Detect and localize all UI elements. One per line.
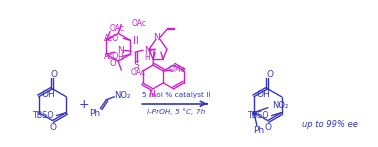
Text: II: II <box>133 36 139 46</box>
Text: O: O <box>264 123 271 132</box>
Text: NO₂: NO₂ <box>272 101 288 110</box>
Text: i-PrOH, 5 °C, 7h: i-PrOH, 5 °C, 7h <box>147 108 205 115</box>
Text: OMe: OMe <box>169 65 186 74</box>
Text: AcO: AcO <box>104 52 119 61</box>
Text: O: O <box>49 123 56 132</box>
Text: TBSO: TBSO <box>247 111 268 120</box>
Text: +: + <box>79 98 90 111</box>
Text: N: N <box>148 90 154 99</box>
Text: OH: OH <box>42 90 56 99</box>
Text: OAc: OAc <box>130 67 145 77</box>
Text: O: O <box>266 70 273 80</box>
Text: H: H <box>117 53 123 62</box>
Text: O: O <box>110 59 116 68</box>
Text: 5 mol % catalyst II: 5 mol % catalyst II <box>142 92 210 98</box>
Text: OH: OH <box>257 90 271 99</box>
Text: O: O <box>51 70 58 80</box>
Text: OAc: OAc <box>131 19 146 28</box>
Text: N: N <box>153 33 160 42</box>
Text: OAc: OAc <box>110 24 125 33</box>
Text: N: N <box>117 46 124 55</box>
Text: AcO: AcO <box>104 34 119 43</box>
Text: Ph: Ph <box>253 126 265 135</box>
Text: NO₂: NO₂ <box>114 91 130 100</box>
Text: N: N <box>144 46 150 55</box>
Text: H: H <box>144 53 150 62</box>
Text: S: S <box>133 61 139 70</box>
Text: up to 99% ee: up to 99% ee <box>302 120 358 129</box>
Text: Ph: Ph <box>89 109 100 118</box>
Text: TBSO: TBSO <box>32 111 53 120</box>
